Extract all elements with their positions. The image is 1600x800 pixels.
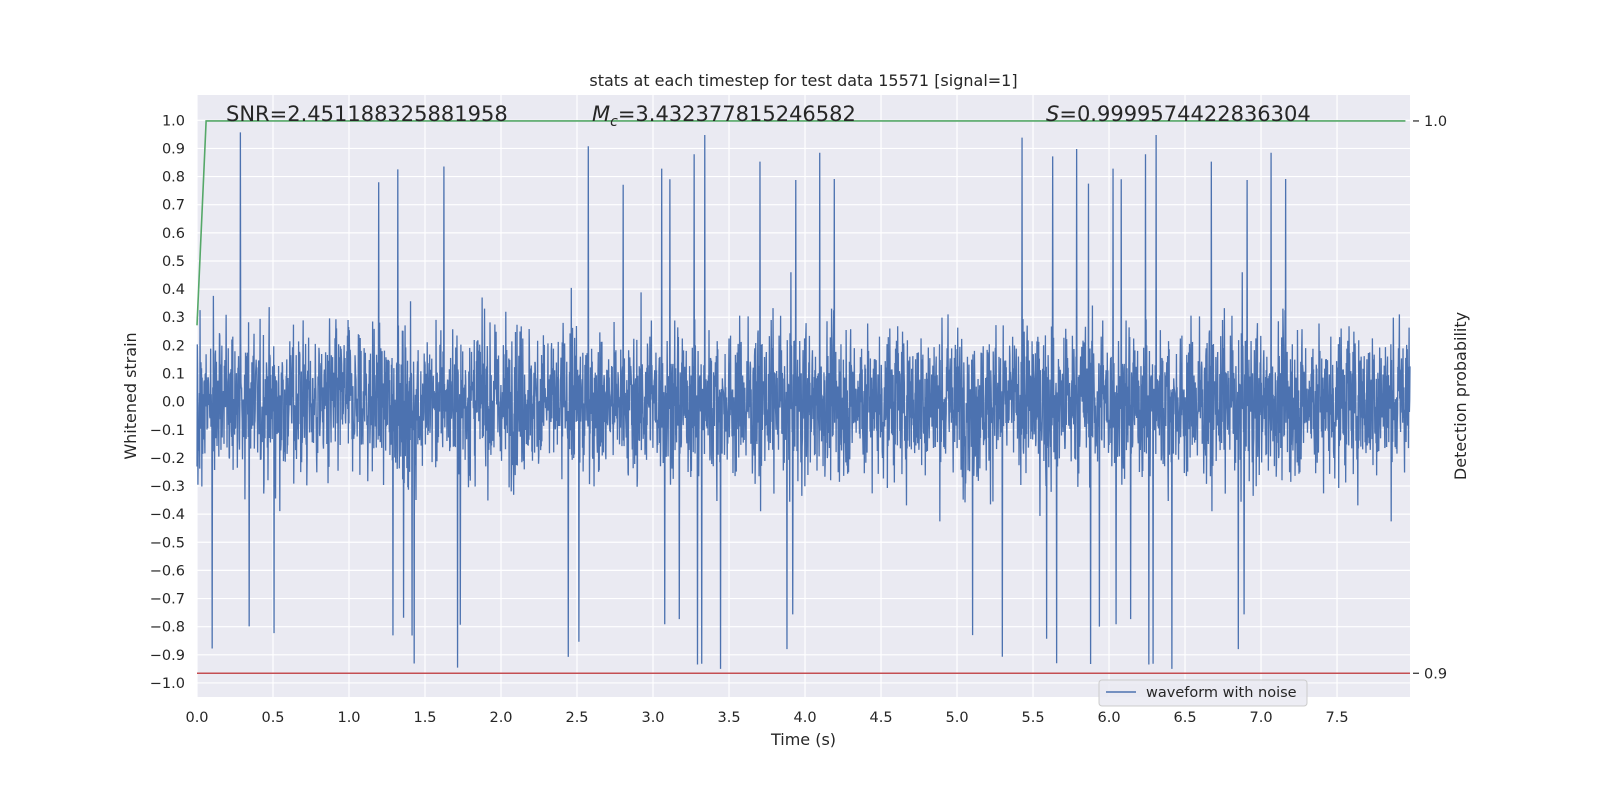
- snr-annotation: SNR=2.451188325881958: [226, 102, 508, 126]
- y-tick-label: 0.8: [162, 170, 185, 186]
- y-tick-label: 0.4: [162, 282, 185, 298]
- x-tick-label: 4.0: [793, 710, 816, 726]
- y-tick-label: 0.1: [162, 366, 185, 382]
- x-tick-label: 6.0: [1097, 710, 1120, 726]
- x-tick-label: 7.0: [1250, 710, 1273, 726]
- y-tick-label: 0.3: [162, 310, 185, 326]
- y-tick-label: 0.9: [162, 141, 185, 157]
- mc-value: =3.432377815246582: [618, 102, 856, 126]
- y-tick-label: −0.7: [150, 592, 185, 608]
- y-tick-label: −0.3: [150, 479, 185, 495]
- y-tick-label: 0.2: [162, 338, 185, 354]
- series-detection-probability-line: [196, 120, 1406, 326]
- y-tick-label: 0.7: [162, 198, 185, 214]
- y-tick-label: 1.0: [162, 113, 185, 129]
- x-tick-label: 4.5: [869, 710, 892, 726]
- y2-axis-label: Detection probability: [1451, 312, 1470, 480]
- y-tick-label: 0.5: [162, 254, 185, 270]
- y-tick-label: −0.2: [150, 451, 185, 467]
- x-tick-label: 3.5: [717, 710, 740, 726]
- score-annotation: S=0.9999574422836304: [1046, 102, 1311, 126]
- x-tick-label: 5.0: [945, 710, 968, 726]
- y2-tick-label: 1.0: [1424, 114, 1447, 130]
- x-tick-label: 2.5: [565, 710, 588, 726]
- y-tick-label: −0.9: [150, 648, 185, 664]
- legend-label-waveform: waveform with noise: [1146, 685, 1297, 701]
- s-value: =0.9999574422836304: [1059, 102, 1310, 126]
- y-tick-label: 0.0: [162, 395, 185, 411]
- x-tick-label: 5.5: [1021, 710, 1044, 726]
- y-tick-label: −0.8: [150, 620, 185, 636]
- x-tick-label: 2.0: [489, 710, 512, 726]
- y-tick-label: −0.1: [150, 423, 185, 439]
- y-tick-label: −0.5: [150, 535, 185, 551]
- ticks: 0.0 0.5 1.0 1.5 2.0 2.5 3.0 3.5 4.0 4.5 5.0 5.5 6.0 6…: [150, 113, 1447, 726]
- x-tick-label: 1.5: [413, 710, 436, 726]
- y2-tick-label: 0.9: [1424, 666, 1447, 682]
- legend-box: [1098, 679, 1308, 707]
- x-tick-label: 0.5: [261, 710, 284, 726]
- y-axis-label: Whitened strain: [121, 332, 140, 459]
- x-tick-label: 1.0: [337, 710, 360, 726]
- mc-symbol: M: [592, 102, 610, 126]
- chirp-mass-annotation: Mc=3.432377815246582: [592, 102, 856, 130]
- y-tick-label: 0.6: [162, 226, 185, 242]
- data-layer: [196, 120, 1411, 675]
- y-tick-label: −0.4: [150, 507, 185, 523]
- s-symbol: S: [1046, 102, 1059, 126]
- x-tick-label: 0.0: [185, 710, 208, 726]
- legend: waveform with noise: [1098, 679, 1308, 707]
- y-tick-label: −0.6: [150, 563, 185, 579]
- chart-title: stats at each timestep for test data 155…: [589, 71, 1017, 90]
- x-tick-label: 6.5: [1174, 710, 1197, 726]
- x-tick-label: 7.5: [1326, 710, 1349, 726]
- series-waveform-line: [196, 132, 1411, 669]
- x-tick-label: 3.0: [641, 710, 664, 726]
- mc-subscript: c: [610, 114, 618, 130]
- y-tick-label: −1.0: [150, 676, 185, 692]
- x-axis-label: Time (s): [770, 730, 836, 749]
